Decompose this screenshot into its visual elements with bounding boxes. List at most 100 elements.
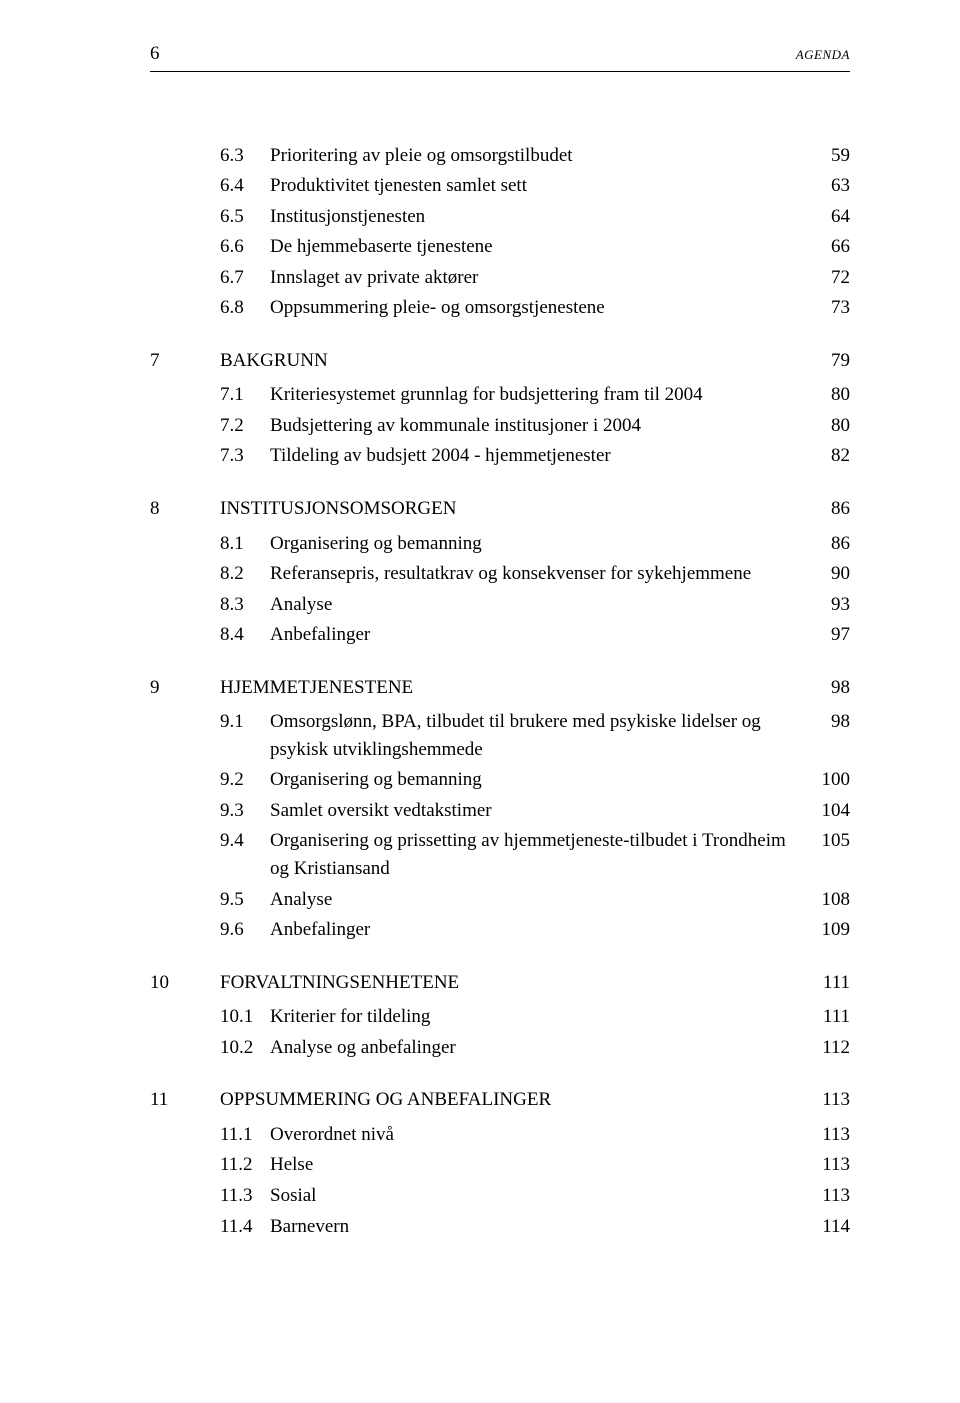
toc-entry-page: 111 [810, 969, 850, 997]
toc-entry: 10.1Kriterier for tildeling111 [220, 1003, 850, 1031]
toc-entry-page: 108 [810, 886, 850, 914]
toc-entry-title: Kriteriesystemet grunnlag for budsjetter… [270, 381, 810, 409]
toc-entry-page: 86 [810, 530, 850, 558]
toc-entry-number: 8.2 [220, 560, 270, 588]
toc-entry-title: Budsjettering av kommunale institusjoner… [270, 412, 810, 440]
toc-entry-title: Helse [270, 1151, 810, 1179]
toc-entry: 10FORVALTNINGSENHETENE111 [150, 969, 850, 997]
toc-entry: 8.4Anbefalinger97 [220, 621, 850, 649]
toc-entry-title: Institusjonstjenesten [270, 203, 810, 231]
toc-entry-page: 105 [810, 827, 850, 882]
toc-entry-number: 7.2 [220, 412, 270, 440]
toc-entry-number: 8.3 [220, 591, 270, 619]
toc-entry: 6.7Innslaget av private aktører72 [220, 264, 850, 292]
toc-entry-number: 9.6 [220, 916, 270, 944]
toc-entry: 8.2Referansepris, resultatkrav og konsek… [220, 560, 850, 588]
toc-entry-page: 111 [810, 1003, 850, 1031]
toc-entry-page: 82 [810, 442, 850, 470]
toc-entry-title: OPPSUMMERING OG ANBEFALINGER [220, 1086, 810, 1114]
toc-entry-number: 7.3 [220, 442, 270, 470]
toc-entry-page: 93 [810, 591, 850, 619]
toc-entry-number: 6.7 [220, 264, 270, 292]
toc-entry: 9.6Anbefalinger109 [220, 916, 850, 944]
toc-entry-title: Oppsummering pleie- og omsorgstjenestene [270, 294, 810, 322]
toc-entry-page: 98 [810, 674, 850, 702]
section-gap [150, 1064, 850, 1086]
toc-entry: 9.2Organisering og bemanning100 [220, 766, 850, 794]
toc-entry-page: 66 [810, 233, 850, 261]
toc-entry-title: Produktivitet tjenesten samlet sett [270, 172, 810, 200]
toc-entry-page: 72 [810, 264, 850, 292]
section-gap [150, 652, 850, 674]
toc-entry-title: Barnevern [270, 1213, 810, 1241]
toc-entry-page: 63 [810, 172, 850, 200]
toc-entry-page: 114 [810, 1213, 850, 1241]
toc-entry-page: 113 [810, 1151, 850, 1179]
toc-entry-number: 9 [150, 674, 220, 702]
toc-entry: 10.2Analyse og anbefalinger112 [220, 1034, 850, 1062]
toc-entry-number: 8.1 [220, 530, 270, 558]
toc-entry-number: 9.3 [220, 797, 270, 825]
toc-entry-number: 9.5 [220, 886, 270, 914]
section-gap [150, 325, 850, 347]
toc-entry: 7.2Budsjettering av kommunale institusjo… [220, 412, 850, 440]
toc-entry-number: 7.1 [220, 381, 270, 409]
toc-entry: 6.8Oppsummering pleie- og omsorgstjenest… [220, 294, 850, 322]
toc-entry: 9HJEMMETJENESTENE98 [150, 674, 850, 702]
toc-entry-number: 11.1 [220, 1121, 270, 1149]
toc-entry-title: Prioritering av pleie og omsorgstilbudet [270, 142, 810, 170]
toc-entry-title: Overordnet nivå [270, 1121, 810, 1149]
toc-entry-title: BAKGRUNN [220, 347, 810, 375]
toc-entry-title: De hjemmebaserte tjenestene [270, 233, 810, 261]
toc-entry-title: Referansepris, resultatkrav og konsekven… [270, 560, 810, 588]
toc-entry-page: 113 [810, 1182, 850, 1210]
toc-entry-page: 109 [810, 916, 850, 944]
toc-entry-number: 7 [150, 347, 220, 375]
toc-entry: 6.5Institusjonstjenesten64 [220, 203, 850, 231]
toc-entry-page: 73 [810, 294, 850, 322]
toc-entry-number: 10 [150, 969, 220, 997]
toc-entry: 8.3Analyse93 [220, 591, 850, 619]
toc-entry-number: 6.6 [220, 233, 270, 261]
toc-entry-number: 8 [150, 495, 220, 523]
toc-entry-page: 100 [810, 766, 850, 794]
toc-entry-title: Analyse og anbefalinger [270, 1034, 810, 1062]
toc-entry-title: Omsorgslønn, BPA, tilbudet til brukere m… [270, 708, 810, 763]
toc-entry-title: Anbefalinger [270, 621, 810, 649]
section-gap [150, 473, 850, 495]
toc-entry-number: 6.8 [220, 294, 270, 322]
toc-entry: 7.3Tildeling av budsjett 2004 - hjemmetj… [220, 442, 850, 470]
toc-entry: 11.3Sosial113 [220, 1182, 850, 1210]
toc-entry-title: Organisering og bemanning [270, 766, 810, 794]
document-page: 6 AGENDA 6.3Prioritering av pleie og oms… [0, 0, 960, 1403]
page-header: 6 AGENDA [150, 40, 850, 72]
toc-entry-page: 64 [810, 203, 850, 231]
toc-entry-page: 112 [810, 1034, 850, 1062]
toc-entry-number: 6.5 [220, 203, 270, 231]
toc-entry-number: 11 [150, 1086, 220, 1114]
toc-entry-title: Analyse [270, 886, 810, 914]
section-gap [150, 947, 850, 969]
toc-entry-title: Anbefalinger [270, 916, 810, 944]
toc-entry-page: 86 [810, 495, 850, 523]
toc-entry: 11OPPSUMMERING OG ANBEFALINGER113 [150, 1086, 850, 1114]
toc-entry-title: Innslaget av private aktører [270, 264, 810, 292]
toc-entry: 9.1Omsorgslønn, BPA, tilbudet til bruker… [220, 708, 850, 763]
toc-entry: 9.5Analyse108 [220, 886, 850, 914]
toc-entry-title: Kriterier for tildeling [270, 1003, 810, 1031]
toc-entry-page: 79 [810, 347, 850, 375]
toc-entry-number: 6.3 [220, 142, 270, 170]
toc-entry: 9.3Samlet oversikt vedtakstimer104 [220, 797, 850, 825]
toc-entry: 8INSTITUSJONSOMSORGEN86 [150, 495, 850, 523]
toc-entry-number: 6.4 [220, 172, 270, 200]
toc-entry: 11.1Overordnet nivå113 [220, 1121, 850, 1149]
toc-entry-page: 80 [810, 381, 850, 409]
toc-entry-number: 11.3 [220, 1182, 270, 1210]
toc-entry-title: FORVALTNINGSENHETENE [220, 969, 810, 997]
toc-entry-number: 10.2 [220, 1034, 270, 1062]
toc-entry-number: 9.4 [220, 827, 270, 882]
toc-entry-number: 11.4 [220, 1213, 270, 1241]
toc-entry-number: 8.4 [220, 621, 270, 649]
toc-entry-title: Tildeling av budsjett 2004 - hjemmetjene… [270, 442, 810, 470]
toc-entry: 6.6De hjemmebaserte tjenestene66 [220, 233, 850, 261]
